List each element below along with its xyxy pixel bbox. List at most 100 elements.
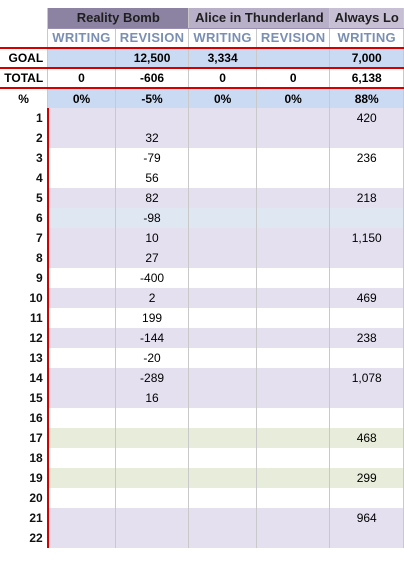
writing-cell[interactable]: [47, 248, 116, 268]
percent-cell[interactable]: 88%: [329, 88, 404, 108]
revision-cell[interactable]: 56: [114, 168, 190, 188]
revision-cell[interactable]: [114, 488, 190, 508]
project-always-lo[interactable]: Always Lo: [329, 8, 404, 29]
revision-cell[interactable]: 32: [114, 128, 190, 148]
writing-cell[interactable]: [188, 248, 257, 268]
writing-cell[interactable]: [188, 408, 257, 428]
revision-cell[interactable]: [255, 268, 331, 288]
day-number[interactable]: 9: [0, 268, 49, 288]
percent-label[interactable]: %: [0, 88, 49, 108]
subheader-writing[interactable]: WRITING: [188, 28, 257, 48]
total-cell[interactable]: -606: [114, 67, 190, 89]
writing-cell[interactable]: [329, 248, 404, 268]
writing-cell[interactable]: [188, 348, 257, 368]
day-number[interactable]: 5: [0, 188, 49, 208]
goal-cell[interactable]: [255, 47, 331, 68]
writing-cell[interactable]: [329, 208, 404, 228]
day-number[interactable]: 2: [0, 128, 49, 148]
subheader-revision[interactable]: REVISION: [114, 28, 190, 48]
writing-cell[interactable]: [188, 168, 257, 188]
writing-cell[interactable]: [47, 108, 116, 128]
percent-cell[interactable]: -5%: [114, 88, 190, 108]
writing-cell[interactable]: 299: [329, 468, 404, 488]
day-number[interactable]: 1: [0, 108, 49, 128]
revision-cell[interactable]: [255, 228, 331, 248]
writing-cell[interactable]: [188, 128, 257, 148]
revision-cell[interactable]: -98: [114, 208, 190, 228]
writing-cell[interactable]: [47, 428, 116, 448]
revision-cell[interactable]: 2: [114, 288, 190, 308]
writing-cell[interactable]: [188, 388, 257, 408]
writing-cell[interactable]: [47, 308, 116, 328]
revision-cell[interactable]: [255, 328, 331, 348]
day-number[interactable]: 18: [0, 448, 49, 468]
writing-cell[interactable]: [329, 168, 404, 188]
revision-cell[interactable]: [114, 508, 190, 528]
writing-cell[interactable]: [188, 188, 257, 208]
writing-cell[interactable]: [188, 108, 257, 128]
writing-cell[interactable]: [188, 468, 257, 488]
revision-cell[interactable]: 199: [114, 308, 190, 328]
writing-cell[interactable]: [188, 148, 257, 168]
writing-cell[interactable]: [188, 228, 257, 248]
goal-label[interactable]: GOAL: [0, 47, 49, 68]
day-number[interactable]: 19: [0, 468, 49, 488]
revision-cell[interactable]: [255, 468, 331, 488]
writing-cell[interactable]: [188, 508, 257, 528]
writing-cell[interactable]: [47, 508, 116, 528]
total-cell[interactable]: 0: [47, 67, 116, 89]
day-number[interactable]: 10: [0, 288, 49, 308]
revision-cell[interactable]: 27: [114, 248, 190, 268]
day-number[interactable]: 7: [0, 228, 49, 248]
revision-cell[interactable]: -144: [114, 328, 190, 348]
day-number[interactable]: 11: [0, 308, 49, 328]
writing-cell[interactable]: [329, 348, 404, 368]
subheader-revision[interactable]: REVISION: [255, 28, 331, 48]
project-alice-in-thunderland[interactable]: Alice in Thunderland: [188, 8, 331, 29]
writing-cell[interactable]: [188, 308, 257, 328]
writing-cell[interactable]: [47, 188, 116, 208]
percent-cell[interactable]: 0%: [255, 88, 331, 108]
writing-cell[interactable]: [329, 388, 404, 408]
day-number[interactable]: 22: [0, 528, 49, 548]
revision-cell[interactable]: [114, 108, 190, 128]
writing-cell[interactable]: [188, 328, 257, 348]
day-number[interactable]: 13: [0, 348, 49, 368]
total-cell[interactable]: 0: [255, 67, 331, 89]
writing-cell[interactable]: [188, 368, 257, 388]
writing-cell[interactable]: [188, 288, 257, 308]
day-number[interactable]: 15: [0, 388, 49, 408]
day-number[interactable]: 16: [0, 408, 49, 428]
writing-cell[interactable]: [47, 228, 116, 248]
revision-cell[interactable]: -400: [114, 268, 190, 288]
revision-cell[interactable]: [114, 408, 190, 428]
day-number[interactable]: 6: [0, 208, 49, 228]
total-label[interactable]: TOTAL: [0, 67, 49, 89]
revision-cell[interactable]: [255, 128, 331, 148]
writing-cell[interactable]: [47, 348, 116, 368]
day-number[interactable]: 17: [0, 428, 49, 448]
writing-cell[interactable]: 236: [329, 148, 404, 168]
writing-cell[interactable]: [329, 408, 404, 428]
day-number[interactable]: 4: [0, 168, 49, 188]
revision-cell[interactable]: 16: [114, 388, 190, 408]
revision-cell[interactable]: [114, 468, 190, 488]
revision-cell[interactable]: [255, 388, 331, 408]
writing-cell[interactable]: [329, 448, 404, 468]
revision-cell[interactable]: [255, 148, 331, 168]
writing-cell[interactable]: [47, 488, 116, 508]
writing-cell[interactable]: 964: [329, 508, 404, 528]
writing-cell[interactable]: 1,150: [329, 228, 404, 248]
percent-cell[interactable]: 0%: [47, 88, 116, 108]
corner-cell[interactable]: [0, 8, 49, 28]
revision-cell[interactable]: [255, 108, 331, 128]
total-cell[interactable]: 0: [188, 67, 257, 89]
goal-cell[interactable]: 12,500: [114, 47, 190, 68]
writing-cell[interactable]: 1,078: [329, 368, 404, 388]
writing-cell[interactable]: 468: [329, 428, 404, 448]
revision-cell[interactable]: 10: [114, 228, 190, 248]
writing-cell[interactable]: [188, 488, 257, 508]
goal-cell[interactable]: [47, 47, 116, 68]
revision-cell[interactable]: [255, 368, 331, 388]
writing-cell[interactable]: [47, 408, 116, 428]
